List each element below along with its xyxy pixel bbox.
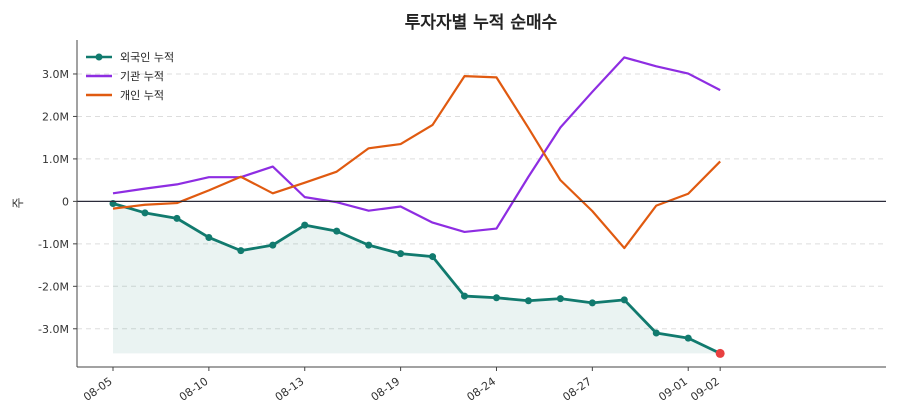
data-point xyxy=(461,292,469,300)
data-point xyxy=(492,294,500,302)
y-tick-label: -2.0M xyxy=(38,280,69,293)
series-line xyxy=(112,202,721,355)
y-tick-label: 0 xyxy=(62,195,69,208)
series-lines xyxy=(109,56,725,358)
data-point xyxy=(397,250,405,258)
data-point xyxy=(556,295,564,303)
y-tick-label: 2.0M xyxy=(42,110,69,123)
series-line xyxy=(112,56,721,234)
legend-label: 외국인 누적 xyxy=(120,51,174,64)
data-point xyxy=(429,253,437,261)
data-point xyxy=(237,247,245,255)
data-point xyxy=(205,233,213,241)
y-axis-label: 주 xyxy=(11,197,25,208)
area-fill-layer xyxy=(113,203,721,354)
data-point xyxy=(684,334,692,342)
y-tick-label: -1.0M xyxy=(38,238,69,251)
series-area-fill xyxy=(113,203,721,354)
data-point xyxy=(333,227,341,235)
y-tick-label: 1.0M xyxy=(42,153,69,166)
data-point xyxy=(301,221,309,229)
last-point-marker xyxy=(715,348,725,358)
data-point xyxy=(652,329,660,337)
data-point xyxy=(173,214,181,222)
chart-title: 투자자별 누적 순매수 xyxy=(405,13,558,33)
legend-label: 기관 누적 xyxy=(120,70,164,83)
legend-marker xyxy=(95,53,103,61)
data-point xyxy=(620,296,628,304)
data-point xyxy=(365,241,373,249)
data-point xyxy=(141,209,149,217)
y-tick-label: 3.0M xyxy=(42,68,69,81)
data-point xyxy=(524,297,532,305)
legend-label: 개인 누적 xyxy=(120,89,164,102)
y-tick-label: -3.0M xyxy=(38,323,69,336)
series-line xyxy=(112,74,721,250)
data-point xyxy=(588,299,596,307)
data-point xyxy=(269,241,277,249)
